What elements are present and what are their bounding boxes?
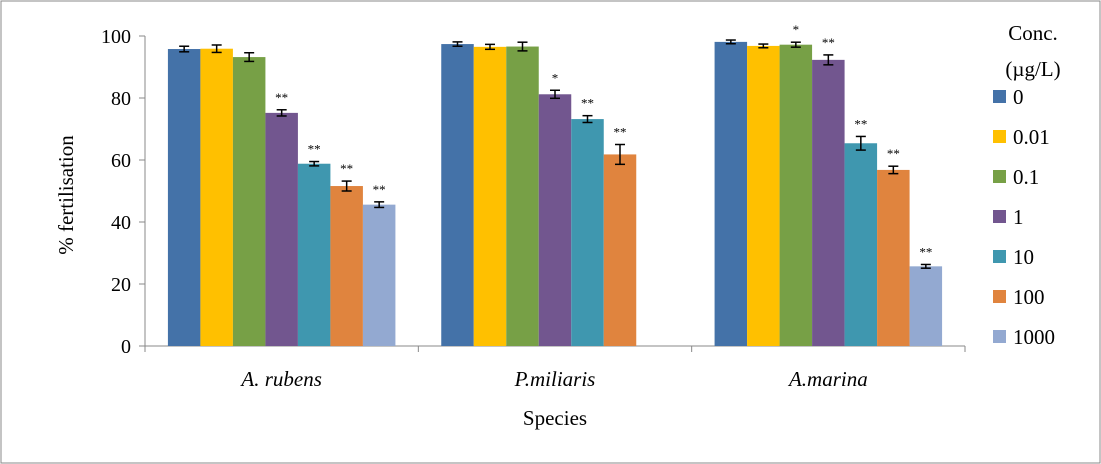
bar [877, 169, 910, 346]
bar [779, 44, 813, 347]
legend-label: 0.01 [1013, 125, 1050, 149]
bar [909, 266, 943, 346]
y-tick-label: 60 [111, 150, 131, 172]
legend-swatch [993, 250, 1006, 263]
significance-label: ** [887, 146, 900, 161]
significance-label: ** [275, 90, 288, 105]
legend-label: 0 [1013, 85, 1024, 109]
legend-title-line2: (µg/L) [1005, 57, 1060, 81]
bar [571, 119, 604, 346]
y-tick-label: 40 [111, 212, 131, 234]
y-tick-label: 100 [101, 26, 131, 48]
legend-label: 100 [1013, 285, 1045, 309]
bar [714, 41, 748, 346]
legend-label: 1000 [1013, 325, 1055, 349]
significance-label: * [793, 22, 800, 37]
legend-swatch [993, 290, 1006, 303]
x-category-label: P.miliaris [514, 367, 596, 391]
legend-label: 0.1 [1013, 165, 1039, 189]
bar [747, 45, 780, 347]
bar [265, 112, 298, 346]
x-axis-title: Species [523, 406, 587, 430]
bar [441, 44, 474, 347]
x-category-label: A.marina [787, 367, 868, 391]
legend-swatch [993, 170, 1006, 183]
significance-label: ** [340, 161, 353, 176]
x-category-label: A. rubens [239, 367, 322, 391]
bar [232, 57, 266, 347]
y-tick-label: 0 [121, 336, 131, 358]
bar [538, 94, 572, 346]
legend-swatch [993, 210, 1006, 223]
bar [362, 204, 396, 346]
significance-label: ** [822, 35, 835, 50]
significance-label: ** [854, 116, 867, 131]
significance-label: * [552, 70, 559, 85]
significance-label: ** [308, 142, 321, 157]
bar [330, 186, 363, 346]
legend-swatch [993, 130, 1006, 143]
legend: Conc. (µg/L) 0 0.01 0.1 1 10 100 1000 [993, 21, 1061, 349]
legend-label: 10 [1013, 245, 1034, 269]
bar [200, 48, 233, 347]
y-tick-label: 80 [111, 88, 131, 110]
y-tick-label: 20 [111, 274, 131, 296]
bar [297, 163, 331, 346]
significance-label: ** [373, 182, 386, 197]
significance-label: ** [581, 96, 594, 111]
bar [473, 46, 507, 346]
bar [506, 46, 539, 346]
legend-title-line1: Conc. [1008, 21, 1058, 45]
bar [844, 143, 878, 346]
significance-label: ** [919, 244, 932, 259]
legend-label: 1 [1013, 205, 1024, 229]
y-axis-title: % fertilisation [54, 135, 78, 255]
bar [812, 59, 845, 347]
bar [603, 154, 637, 346]
bar [167, 49, 201, 347]
significance-label: ** [614, 125, 627, 140]
legend-swatch [993, 330, 1006, 343]
legend-swatch [993, 90, 1006, 103]
